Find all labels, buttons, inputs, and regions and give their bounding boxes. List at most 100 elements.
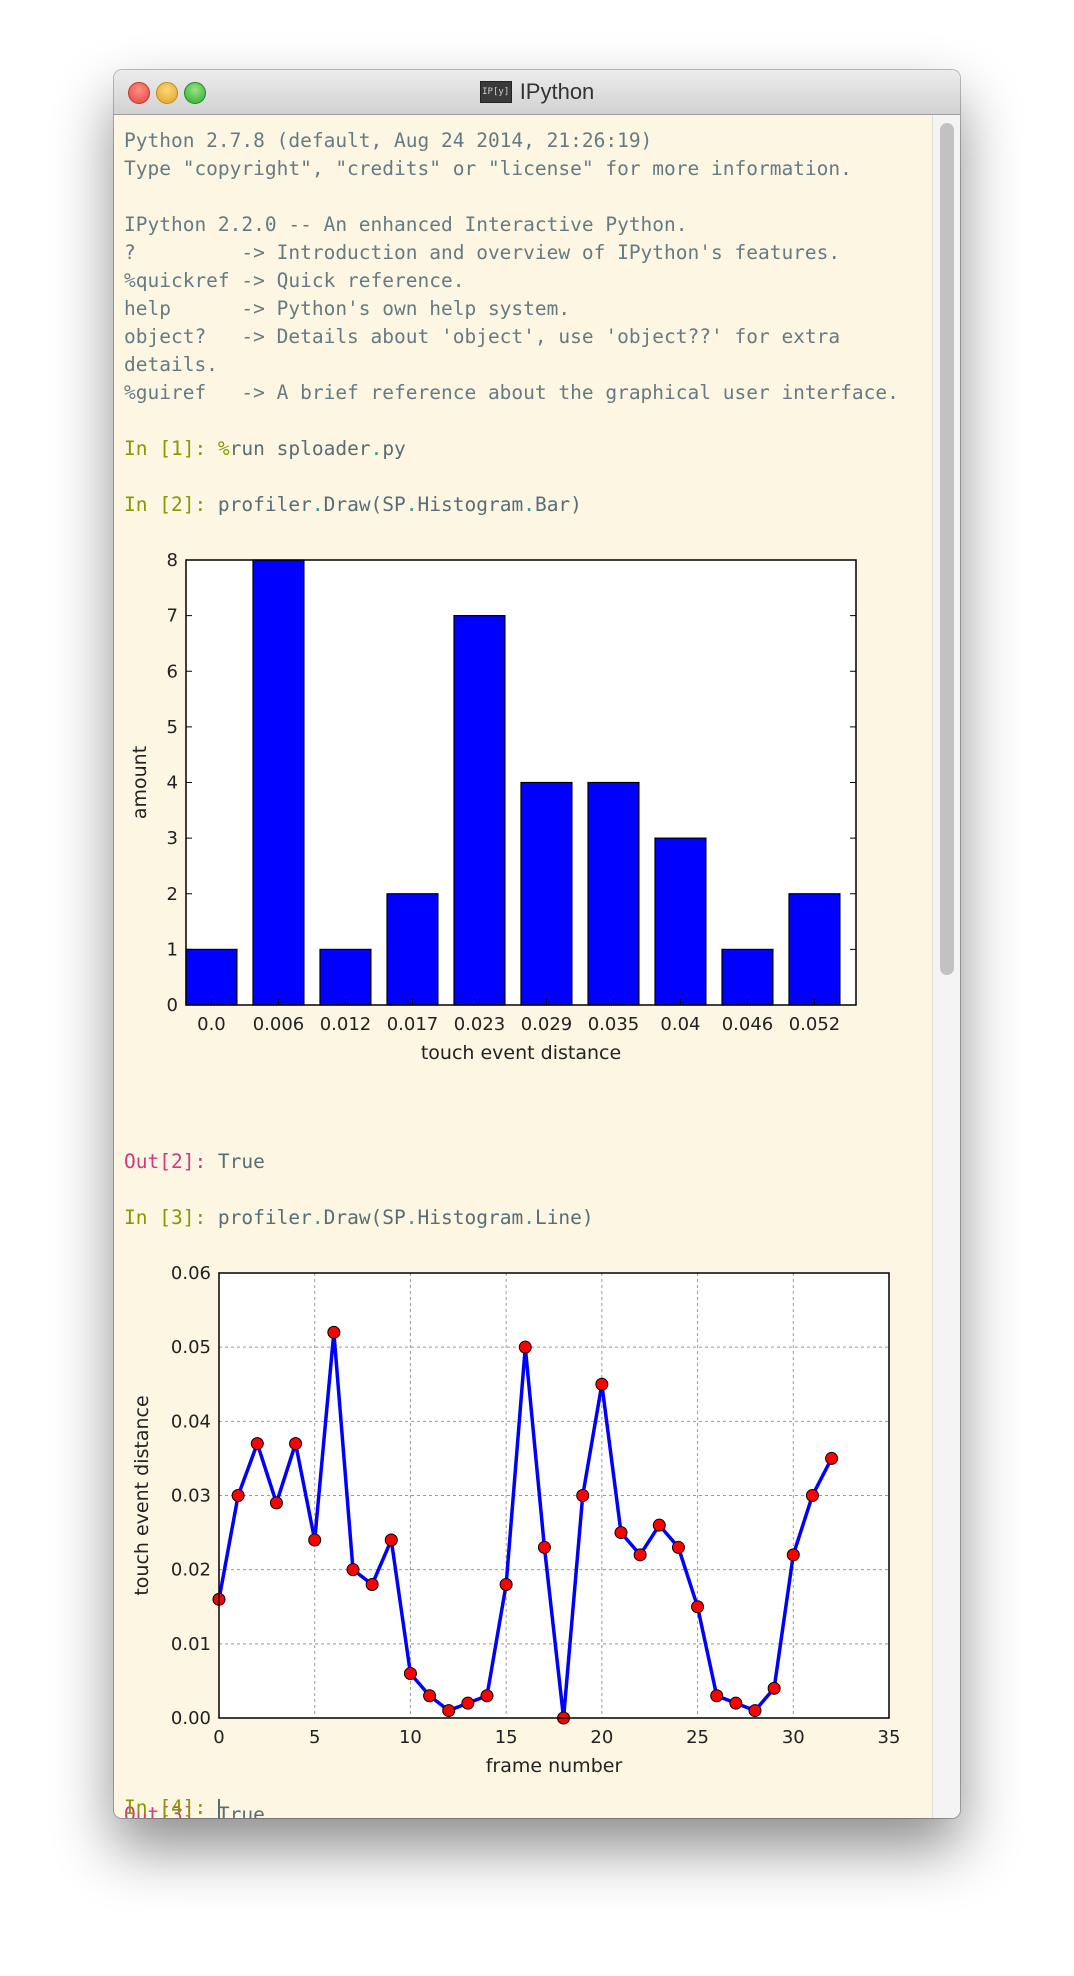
data-point (365, 1578, 379, 1591)
y-axis-label: touch event distance (131, 1395, 153, 1595)
x-tick-label: 0.029 (521, 1014, 573, 1035)
x-tick-label: 30 (782, 1727, 805, 1748)
y-tick-label: 0.04 (171, 1411, 211, 1432)
y-tick-label: 0.06 (171, 1263, 211, 1284)
output-cell-3: Out[3]: True (124, 1801, 265, 1818)
x-tick-label: 0.006 (253, 1014, 305, 1035)
y-tick-label: 0.05 (171, 1337, 211, 1358)
data-point (805, 1489, 819, 1502)
in-prompt: In [1]: (124, 437, 218, 460)
bar (654, 837, 707, 1006)
data-point (537, 1540, 551, 1554)
code-dot: . (311, 1206, 324, 1229)
data-point (729, 1696, 743, 1710)
window-title: IPython (519, 79, 595, 104)
title-bar[interactable]: IP[y] IPython (114, 70, 960, 115)
banner-line: object? -> Details about 'object', use '… (124, 325, 841, 348)
bar (252, 559, 305, 1006)
y-tick-label: 2 (167, 884, 178, 905)
banner-line: help -> Python's own help system. (124, 297, 571, 320)
y-tick-label: 3 (167, 828, 178, 849)
data-point (250, 1437, 264, 1451)
y-tick-label: 1 (167, 939, 178, 960)
in-prompt: In [4]: (124, 1796, 218, 1819)
code-text: Histogram (417, 493, 524, 516)
data-point (269, 1496, 283, 1510)
data-point (671, 1540, 685, 1554)
data-point (308, 1533, 322, 1547)
data-point (231, 1489, 245, 1502)
y-tick-label: 5 (167, 717, 178, 738)
code-dot: . (370, 437, 383, 460)
x-tick-label: 5 (309, 1727, 320, 1748)
banner-line: %guiref -> A brief reference about the g… (124, 381, 899, 404)
ipython-app-icon: IP[y] (479, 81, 512, 103)
bar (386, 893, 439, 1006)
bar (185, 948, 238, 1006)
bar-chart: 0.0 0.006 0.012 0.017 0.023 0.029 0.035 0.04 0.0… (129, 550, 857, 1064)
data-point (518, 1340, 532, 1354)
y-tick-label: 0.03 (171, 1486, 211, 1507)
minimize-button[interactable] (156, 82, 178, 104)
y-axis-label: amount (129, 746, 151, 819)
data-point (423, 1689, 437, 1703)
data-point (786, 1548, 800, 1562)
x-tick-label: 15 (495, 1727, 518, 1748)
in-prompt: In [3]: (124, 1206, 218, 1229)
scrollbar-thumb[interactable] (940, 123, 954, 975)
data-point (825, 1451, 839, 1465)
input-cell-3[interactable]: In [3]: profiler.Draw(SP.Histogram.Line) (124, 1204, 594, 1232)
banner-line: Type "copyright", "credits" or "license"… (124, 157, 852, 180)
output-value: True (217, 1150, 265, 1173)
input-cell-1[interactable]: In [1]: %run sploader.py (124, 435, 406, 463)
x-tick-label: 0.035 (588, 1014, 640, 1035)
code-text: profiler (217, 493, 312, 516)
out-prompt: Out[2]: (124, 1150, 218, 1173)
data-point (499, 1578, 513, 1591)
banner-line: ? -> Introduction and overview of IPytho… (124, 241, 841, 264)
bar (721, 948, 774, 1006)
data-point (748, 1704, 762, 1718)
vertical-scrollbar[interactable] (932, 115, 960, 1818)
data-point (633, 1548, 647, 1562)
x-tick-label: 0.052 (789, 1014, 841, 1035)
data-point (346, 1563, 360, 1577)
close-button[interactable] (128, 82, 150, 104)
code-text: py (382, 437, 406, 460)
bar (453, 615, 506, 1006)
code-dot: . (405, 1206, 418, 1229)
code-text: Line) (534, 1206, 594, 1229)
code-text: run sploader (229, 437, 371, 460)
banner-line: Python 2.7.8 (default, Aug 24 2014, 21:2… (124, 129, 653, 152)
x-tick-label: 0 (213, 1727, 224, 1748)
data-point (461, 1696, 475, 1710)
bar (520, 781, 573, 1006)
data-point (384, 1533, 398, 1547)
x-tick-label: 0.046 (722, 1014, 774, 1035)
x-tick-label: 25 (686, 1727, 709, 1748)
data-point (403, 1667, 417, 1680)
input-cell-4[interactable]: In [4]: (124, 1794, 220, 1822)
console-area[interactable]: Python 2.7.8 (default, Aug 24 2014, 21:2… (114, 115, 932, 1818)
x-tick-label: 0.0 (197, 1014, 226, 1035)
data-point (614, 1526, 628, 1540)
code-dot: . (523, 493, 535, 516)
x-axis-label: touch event distance (421, 1042, 621, 1064)
data-point (691, 1600, 705, 1614)
y-tick-label: 0.01 (171, 1634, 211, 1655)
plot-frame (218, 1272, 890, 1719)
x-axis-label: frame number (486, 1755, 623, 1777)
y-tick-label: 0 (167, 995, 178, 1016)
code-text: profiler (217, 1206, 312, 1229)
data-point (480, 1689, 494, 1703)
banner-line: details. (124, 353, 218, 376)
window-title-group: IP[y] IPython (114, 70, 960, 114)
line-chart: 0 5 10 15 20 25 30 35 0.00 0.01 0.02 0.03 0.04 0.05 0.… (131, 1263, 901, 1777)
text-cursor (217, 1798, 220, 1819)
x-tick-label: 35 (878, 1727, 901, 1748)
bar (319, 948, 372, 1006)
output-cell-2: Out[2]: True (124, 1148, 265, 1176)
y-tick-label: 4 (167, 773, 178, 794)
input-cell-2[interactable]: In [2]: profiler.Draw(SP.Histogram.Bar) (124, 491, 582, 519)
zoom-button[interactable] (184, 82, 206, 104)
